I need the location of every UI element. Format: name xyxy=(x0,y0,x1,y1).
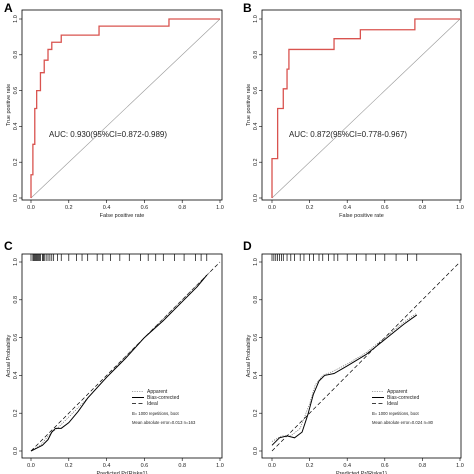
x-tick-label: 0.0 xyxy=(27,205,35,211)
x-tick-label: 1.0 xyxy=(456,205,464,211)
legend-entry: Apparent xyxy=(147,389,168,395)
calibration-note: Mean absolute error=0.024 n=80 xyxy=(372,420,434,425)
y-tick-label: 0.2 xyxy=(253,409,259,417)
plot-frame xyxy=(21,253,223,459)
y-tick-label: 0.6 xyxy=(253,334,259,342)
reference-diagonal-line xyxy=(30,18,221,199)
x-tick-label: 1.0 xyxy=(216,205,224,211)
legend-entry: Apparent xyxy=(387,389,408,395)
calibration-note: B= 1000 repetitions, boot xyxy=(132,411,180,416)
panel-label: B xyxy=(243,1,252,15)
x-tick-label: 0.4 xyxy=(103,463,111,469)
legend-entry: Bias-corrected xyxy=(147,395,179,401)
y-tick-label: 0.6 xyxy=(13,87,19,95)
x-tick-label: 0.2 xyxy=(306,205,314,211)
y-tick-label: 0.4 xyxy=(13,123,19,131)
y-tick-label: 0.4 xyxy=(253,123,259,131)
x-tick-label: 0.8 xyxy=(178,463,186,469)
x-tick-label: 0.6 xyxy=(381,463,389,469)
x-tick-label: 0.6 xyxy=(141,463,149,469)
y-axis-label: Actual Probability xyxy=(246,335,252,378)
x-tick-label: 0.0 xyxy=(27,463,35,469)
y-tick-label: 1.0 xyxy=(253,15,259,23)
panel-d: D 0.0 0.2 0.4 0.6 0.8 1.0 0.0 0.2 0.4 0.6 0.8 1.0 Pre… xyxy=(243,239,464,474)
x-tick-label: 0.2 xyxy=(306,463,314,469)
bias-corrected-line xyxy=(271,314,418,446)
roc-curve-line xyxy=(271,18,460,198)
panel-b: B 0.0 0.2 0.4 0.6 0.8 1.0 0.0 0.2 0.4 0.6 0.8 1.0 Fal… xyxy=(243,1,464,219)
y-tick-label: 0.0 xyxy=(253,194,259,202)
panel-a: A 0.0 0.2 0.4 0.6 0.8 1.0 0.0 0.2 0.4 0.6 0.8 1.0 Fal… xyxy=(4,1,224,219)
y-tick-label: 0.8 xyxy=(253,51,259,59)
y-tick-label: 0.6 xyxy=(13,334,19,342)
reference-diagonal-line xyxy=(271,18,461,199)
y-tick-label: 0.2 xyxy=(13,409,19,417)
legend-entry: Bias-corrected xyxy=(387,395,419,401)
calibration-note: B= 1000 repetitions, boot xyxy=(372,411,420,416)
y-tick-label: 0.6 xyxy=(253,87,259,95)
y-axis-label: Actual Probability xyxy=(6,335,12,378)
panel-label: C xyxy=(4,239,13,253)
x-tick-label: 0.8 xyxy=(419,205,427,211)
bias-corrected-line xyxy=(30,274,208,452)
legend-entry: Ideal xyxy=(387,401,398,407)
y-tick-label: 0.2 xyxy=(13,158,19,166)
y-tick-label: 0.2 xyxy=(253,158,259,166)
y-tick-label: 0.8 xyxy=(13,51,19,59)
y-tick-label: 0.8 xyxy=(13,296,19,304)
y-tick-label: 0.0 xyxy=(13,447,19,455)
x-tick-label: 1.0 xyxy=(456,463,464,469)
x-axis-label: Predicted Pr{Risk=1} xyxy=(97,471,148,474)
x-tick-label: 0.8 xyxy=(419,463,427,469)
x-tick-label: 0.0 xyxy=(268,463,276,469)
x-axis-label: False positive rate xyxy=(339,213,384,219)
panel-label: A xyxy=(4,1,13,15)
x-tick-label: 0.8 xyxy=(178,205,186,211)
roc-curve-line xyxy=(30,18,220,198)
x-tick-label: 1.0 xyxy=(216,463,224,469)
plot-frame xyxy=(261,253,462,459)
x-axis-label: Predicted Pr{Risk=1} xyxy=(336,471,387,474)
legend-entry: Ideal xyxy=(147,401,158,407)
x-tick-label: 0.4 xyxy=(103,205,111,211)
y-tick-label: 1.0 xyxy=(253,258,259,266)
panel-c: C 0.0 0.2 0.4 0.6 0.8 1.0 0.0 0.2 0.4 0.6 0.8 1.0 Pre… xyxy=(4,239,224,474)
x-tick-label: 0.0 xyxy=(268,205,276,211)
x-tick-label: 0.2 xyxy=(65,205,73,211)
x-axis-label: False positive rate xyxy=(100,213,145,219)
y-axis-label: True positive rate xyxy=(246,84,252,126)
y-axis-label: True positive rate xyxy=(6,84,12,126)
y-tick-label: 0.0 xyxy=(253,447,259,455)
apparent-line xyxy=(271,312,417,442)
calibration-note: Mean absolute error=0.013 n=163 xyxy=(132,420,196,425)
y-tick-label: 1.0 xyxy=(13,258,19,266)
auc-annotation: AUC: 0.930(95%CI=0.872-0.989) xyxy=(49,130,167,139)
x-tick-label: 0.4 xyxy=(343,463,351,469)
y-tick-label: 0.4 xyxy=(13,372,19,380)
plot-frame xyxy=(21,9,223,201)
x-tick-label: 0.4 xyxy=(343,205,351,211)
ideal-line xyxy=(271,261,461,452)
x-tick-label: 0.6 xyxy=(381,205,389,211)
panel-label: D xyxy=(243,239,252,253)
y-tick-label: 0.4 xyxy=(253,372,259,380)
y-tick-label: 0.8 xyxy=(253,296,259,304)
y-tick-label: 1.0 xyxy=(13,15,19,23)
y-tick-label: 0.0 xyxy=(13,194,19,202)
x-tick-label: 0.2 xyxy=(65,463,73,469)
auc-annotation: AUC: 0.872(95%CI=0.778-0.967) xyxy=(289,130,407,139)
plot-frame xyxy=(261,9,462,201)
x-tick-label: 0.6 xyxy=(141,205,149,211)
